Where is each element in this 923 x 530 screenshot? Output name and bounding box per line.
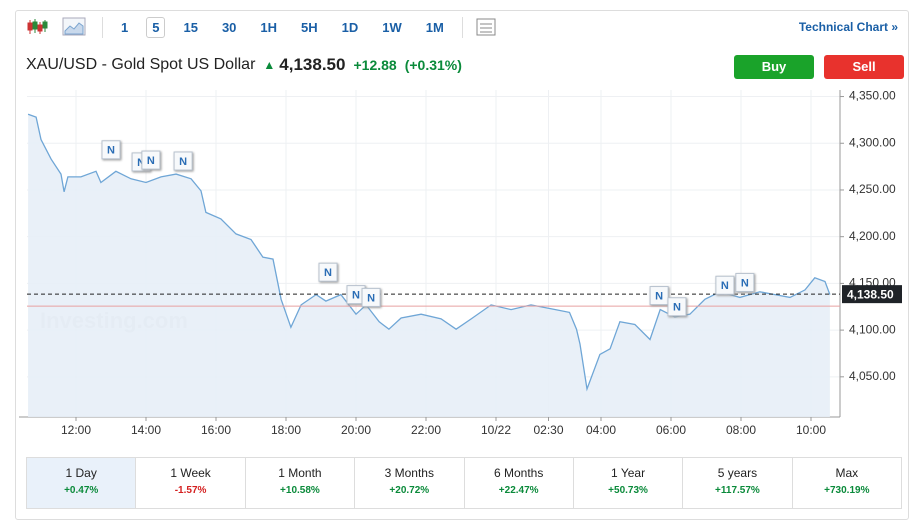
buy-button[interactable]: Buy: [734, 55, 814, 79]
x-tick-label: 10/22: [481, 423, 511, 437]
widget: 1 5 15 30 1H 5H 1D 1W 1M Technical Chart » XAU/U…: [15, 10, 909, 520]
news-marker[interactable]: [173, 151, 193, 171]
x-tick-label: 02:30: [533, 423, 563, 437]
x-tick-label: 16:00: [201, 423, 231, 437]
x-tick-label: 14:00: [131, 423, 161, 437]
x-tick-label: 18:00: [271, 423, 301, 437]
period-change: +730.19%: [824, 485, 870, 496]
chart: 4,050.004,100.004,150.004,200.004,250.00…: [19, 89, 902, 437]
period-tab[interactable]: 1 Day +0.47%: [27, 458, 137, 508]
news-marker-label[interactable]: N: [673, 302, 681, 314]
sell-button[interactable]: Sell: [824, 55, 904, 79]
last-price-tag: [842, 285, 902, 304]
news-marker-label[interactable]: N: [741, 277, 749, 289]
technical-chart-link[interactable]: Technical Chart »: [798, 20, 898, 34]
news-marker-label[interactable]: N: [367, 292, 375, 304]
interval-button[interactable]: 1: [121, 19, 129, 35]
price-area: [28, 114, 830, 418]
period-tabs: 1 Day +0.47% 1 Week -1.57% 1 Month +10.58% 3 M…: [26, 457, 902, 509]
news-marker-label[interactable]: N: [107, 145, 115, 157]
up-arrow: ▲: [263, 58, 276, 72]
news-marker[interactable]: [101, 140, 121, 160]
x-tick-label: 12:00: [61, 423, 91, 437]
area-icon[interactable]: [62, 17, 88, 37]
period-tab[interactable]: 1 Month +10.58%: [246, 458, 356, 508]
x-tick-label: 08:00: [726, 423, 756, 437]
news-marker[interactable]: [361, 287, 381, 307]
y-tick-label: 4,200.00: [849, 229, 896, 243]
news-marker-label[interactable]: N: [721, 280, 729, 292]
period-name: Max: [835, 466, 859, 480]
interval-button[interactable]: 1H: [260, 19, 278, 35]
x-tick-label: 20:00: [341, 423, 371, 437]
period-tab[interactable]: 5 years +117.57%: [683, 458, 793, 508]
period-change: +22.47%: [498, 485, 539, 496]
news-marker[interactable]: [715, 275, 735, 295]
change-pct: (+0.31%): [404, 57, 462, 73]
news-marker-label[interactable]: N: [324, 267, 332, 279]
news-marker[interactable]: [735, 272, 755, 292]
period-change: +20.72%: [389, 485, 430, 496]
change: +12.88: [353, 57, 397, 73]
intervals: 1 5 15 30 1H 5H 1D 1W 1M: [102, 16, 463, 38]
period-name: 1 Week: [170, 466, 211, 480]
news-marker-label[interactable]: N: [655, 290, 663, 302]
period-name: 6 Months: [494, 466, 544, 480]
y-tick-label: 4,300.00: [849, 135, 896, 149]
x-tick-label: 06:00: [656, 423, 686, 437]
period-change: +50.73%: [608, 485, 648, 496]
news-marker[interactable]: [649, 286, 669, 306]
y-tick-label: 4,250.00: [849, 182, 896, 196]
last-price-label: 4,138.50: [847, 287, 894, 301]
x-tick-label: 04:00: [586, 423, 616, 437]
interval-button[interactable]: 1D: [341, 19, 359, 35]
period-tab[interactable]: Max +730.19%: [793, 458, 901, 508]
news-marker-label[interactable]: N: [179, 156, 187, 168]
period-change: -1.57%: [174, 485, 207, 496]
y-tick-label: 4,350.00: [849, 89, 896, 103]
news-marker-label[interactable]: N: [137, 157, 145, 169]
period-name: 1 Month: [278, 466, 322, 480]
table-icon[interactable]: [475, 17, 497, 37]
candle-icon[interactable]: [26, 17, 50, 37]
y-tick-label: 4,100.00: [849, 322, 896, 336]
interval-button[interactable]: 30: [221, 19, 237, 35]
quote-header: XAU/USD - Gold Spot US Dollar ▲ 4,138.50…: [26, 55, 462, 75]
x-tick-label: 10:00: [796, 423, 826, 437]
news-marker-label[interactable]: N: [352, 290, 360, 302]
news-marker-label[interactable]: N: [147, 155, 155, 167]
period-tab[interactable]: 6 Months +22.47%: [465, 458, 574, 508]
symbol: XAU/USD - Gold Spot US Dollar: [26, 56, 256, 73]
period-change: +0.47%: [64, 485, 99, 496]
interval-button[interactable]: 5: [146, 16, 166, 38]
period-tab[interactable]: 1 Year +50.73%: [574, 458, 684, 508]
interval-button[interactable]: 1M: [425, 19, 444, 35]
news-marker[interactable]: [141, 150, 161, 170]
period-name: 3 Months: [384, 466, 434, 480]
y-tick-label: 4,050.00: [849, 369, 896, 383]
interval-button[interactable]: 1W: [382, 19, 402, 35]
period-name: 5 years: [717, 466, 758, 480]
period-name: 1 Year: [611, 466, 646, 480]
news-marker[interactable]: [318, 262, 338, 282]
interval-button[interactable]: 15: [183, 19, 198, 35]
interval-button[interactable]: 5H: [301, 19, 318, 35]
price: 4,138.50: [279, 55, 346, 74]
toolbar: 1 5 15 30 1H 5H 1D 1W 1M Technical Chart »: [16, 11, 908, 43]
period-change: +117.57%: [715, 485, 760, 496]
x-tick-label: 22:00: [411, 423, 441, 437]
period-change: +10.58%: [280, 485, 320, 496]
period-name: 1 Day: [65, 466, 97, 480]
period-tab[interactable]: 1 Week -1.57%: [136, 458, 246, 508]
period-tab[interactable]: 3 Months +20.72%: [355, 458, 465, 508]
news-marker[interactable]: [667, 297, 687, 317]
